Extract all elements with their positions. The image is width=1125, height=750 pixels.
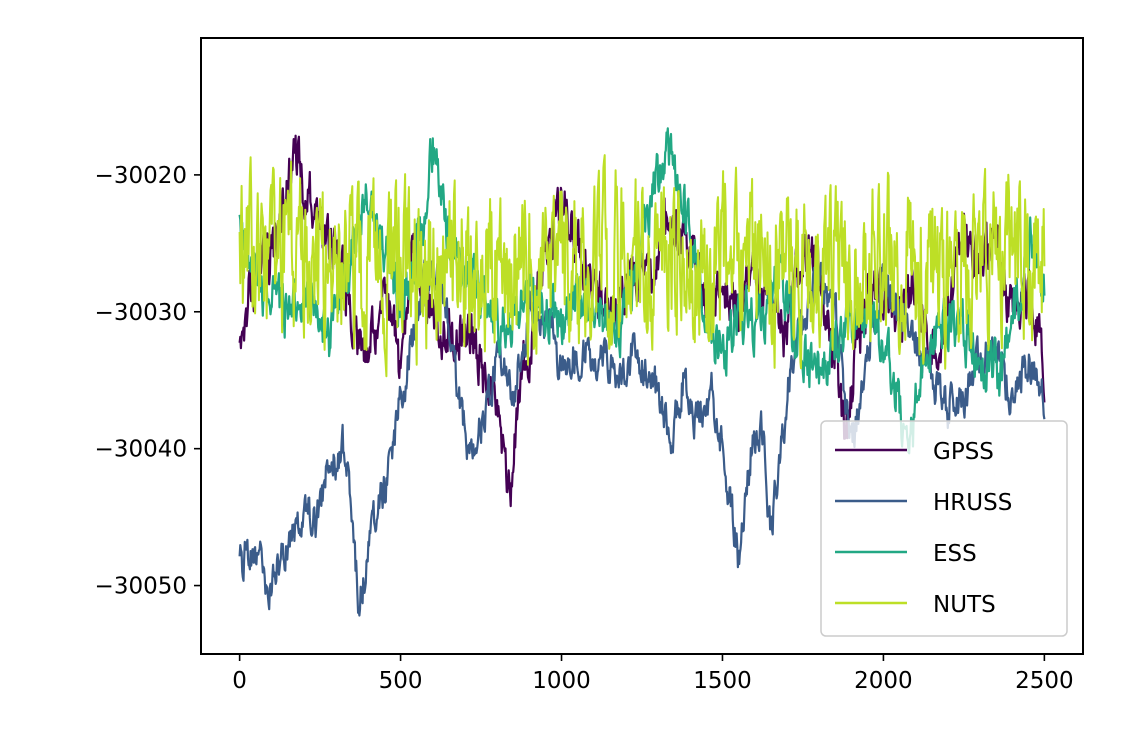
x-tick-label: 2500	[1015, 668, 1074, 694]
legend: GPSS HRUSS ESS NUTS	[820, 420, 1068, 637]
x-tick-label: 2000	[854, 668, 913, 694]
y-tick-label: −30020	[95, 163, 187, 189]
legend-label-gpss: GPSS	[933, 439, 994, 465]
x-tick-label: 1000	[532, 668, 591, 694]
x-tick-label: 500	[379, 668, 423, 694]
y-tick-label: −30050	[95, 574, 187, 600]
y-axis: −30050 −30040 −30030 −30020	[95, 163, 201, 600]
x-tick-label: 0	[232, 668, 247, 694]
y-tick-label: −30030	[95, 300, 187, 326]
legend-label-nuts: NUTS	[933, 592, 996, 618]
x-tick-label: 1500	[693, 668, 752, 694]
series-line-hruss	[238, 259, 1046, 617]
legend-label-ess: ESS	[933, 541, 977, 567]
legend-label-hruss: HRUSS	[933, 490, 1012, 516]
y-tick-label: −30040	[95, 437, 187, 463]
series-layer	[238, 127, 1046, 617]
legend-box	[820, 420, 1068, 637]
plot-frame	[200, 37, 1084, 655]
series-line-nuts	[238, 154, 1046, 378]
x-axis: 0 500 1000 1500 2000 2500	[232, 654, 1074, 694]
